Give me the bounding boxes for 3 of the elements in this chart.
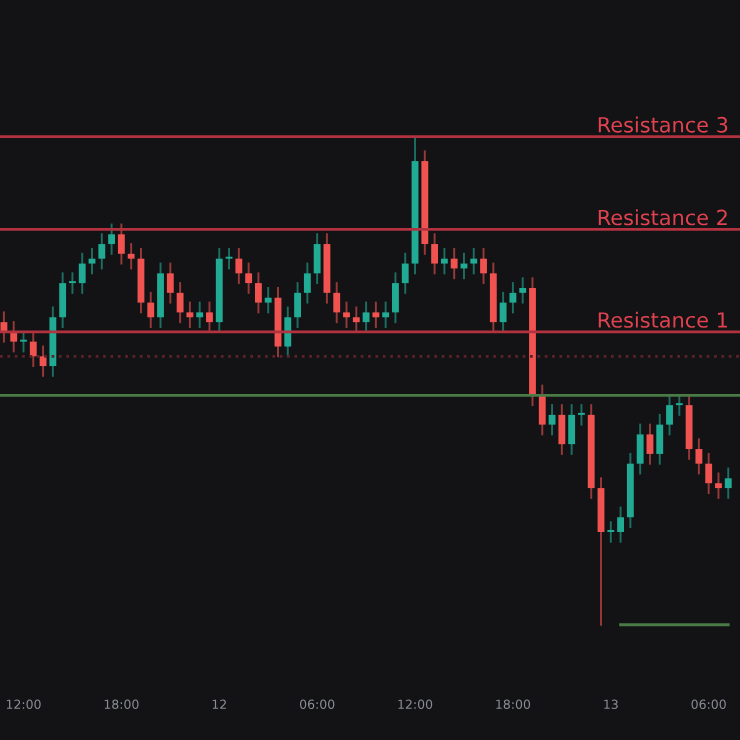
ref-line-label: Resistance 3 <box>598 116 728 133</box>
ref-line-label: Resistance 1 <box>598 311 727 328</box>
ref-line-label: Resistance 2 <box>598 209 727 226</box>
